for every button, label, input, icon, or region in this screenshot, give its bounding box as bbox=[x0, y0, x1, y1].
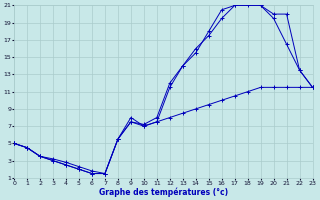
X-axis label: Graphe des températures (°c): Graphe des températures (°c) bbox=[99, 187, 228, 197]
